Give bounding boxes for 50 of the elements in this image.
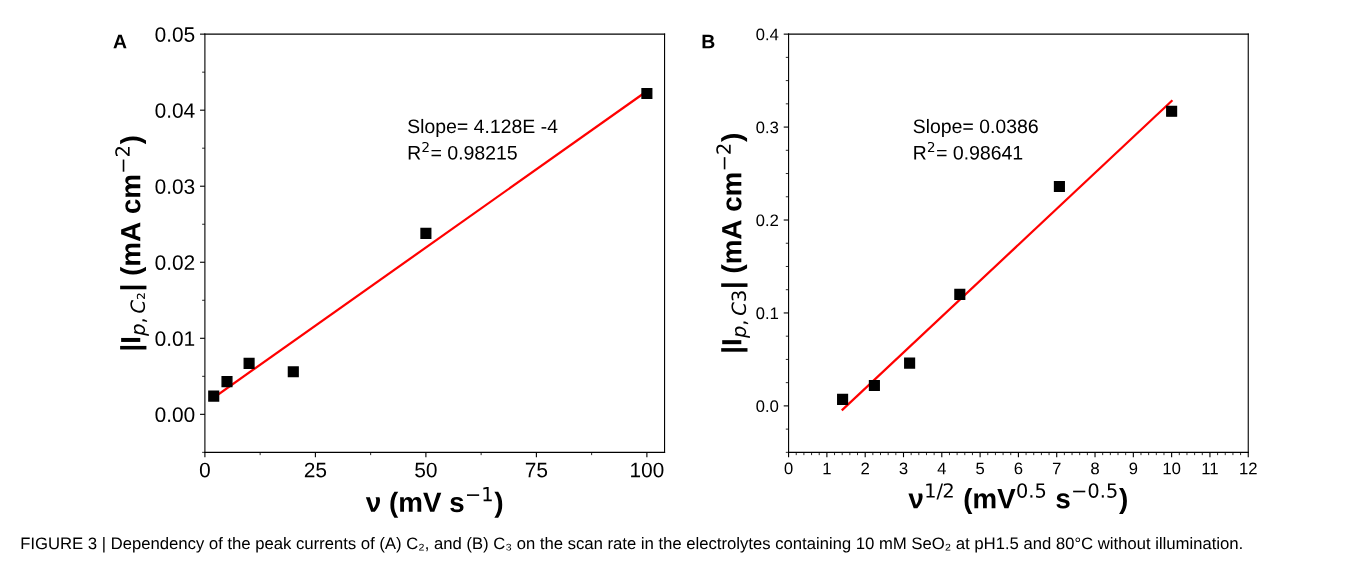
x-tick-label: 12 — [1240, 462, 1257, 475]
y-tick-label: 0.02 — [155, 255, 195, 271]
y-tick-label: 0.2 — [756, 214, 779, 227]
x-tick-label: 1 — [823, 462, 831, 475]
caption: FIGURE 3 | Dependency of the peak currents of (A) C₂, and (B) C₃ on the scan rate in the electrolytes containing 10 mM SeO₂ at pH1.5 and 80°C without illumination. — [21, 537, 1242, 553]
point — [904, 357, 916, 369]
y-tick-label: 0.03 — [155, 179, 195, 194]
x-tick-label: 6 — [1014, 462, 1023, 475]
x-tick-label: 5 — [976, 462, 985, 475]
y-tick-label: 0.4 — [756, 28, 779, 41]
point — [954, 288, 966, 300]
point — [420, 227, 432, 239]
y-tick-label: 0.1 — [756, 307, 779, 320]
point — [641, 87, 653, 100]
x-tick-label: 10 — [1163, 462, 1181, 475]
annotation: Slope= 0.0386 R$^{2}$= 0.98641 — [913, 118, 1038, 160]
x-tick-label: 50 — [415, 462, 437, 478]
x-tick-label: 9 — [1129, 462, 1138, 475]
point — [287, 366, 299, 378]
point — [1053, 180, 1065, 193]
x-tick-label: 25 — [304, 462, 327, 478]
x-tick-label: 11 — [1202, 462, 1218, 475]
y-tick-label: 0.00 — [155, 407, 195, 423]
y-tick-label: 0.0 — [756, 400, 779, 413]
x-tick-label: 0 — [784, 462, 793, 475]
x-tick-label: 100 — [631, 462, 664, 478]
point — [243, 357, 255, 369]
x-tick-label: 4 — [937, 462, 946, 475]
y-axis-title: |I$_{p,C₂}$| (mA cm$^{−2}$) — [115, 136, 149, 350]
y-axis-title: |I$_{p,C3}$| (mA cm$^{−2}$) — [716, 134, 750, 352]
point — [868, 379, 880, 391]
x-tick-label: 75 — [525, 462, 548, 478]
annotation: Slope= 4.128E -4 R$^{2}$= 0.98215 — [408, 118, 558, 160]
y-tick-label: 0.04 — [155, 103, 195, 118]
point — [208, 390, 220, 402]
point — [221, 376, 233, 388]
x-tick-label: 0 — [199, 462, 210, 478]
x-axis-title: ν$^{1/2}$ (mV$^{0.5}$ s$^{−0.5}$) — [908, 483, 1127, 514]
x-tick-label: 8 — [1091, 462, 1099, 475]
chart-title: A — [113, 34, 127, 49]
x-tick-label: 3 — [899, 462, 908, 475]
chart-title: B — [702, 34, 715, 49]
y-tick-label: 0.3 — [756, 121, 779, 134]
point — [837, 393, 849, 405]
x-axis-title: ν (mV s$^{−1}$) — [365, 487, 503, 518]
x-tick-label: 2 — [861, 462, 869, 475]
y-tick-label: 0.01 — [155, 331, 195, 347]
y-tick-label: 0.05 — [155, 27, 195, 42]
x-tick-label: 7 — [1052, 462, 1061, 475]
point — [1166, 105, 1178, 117]
